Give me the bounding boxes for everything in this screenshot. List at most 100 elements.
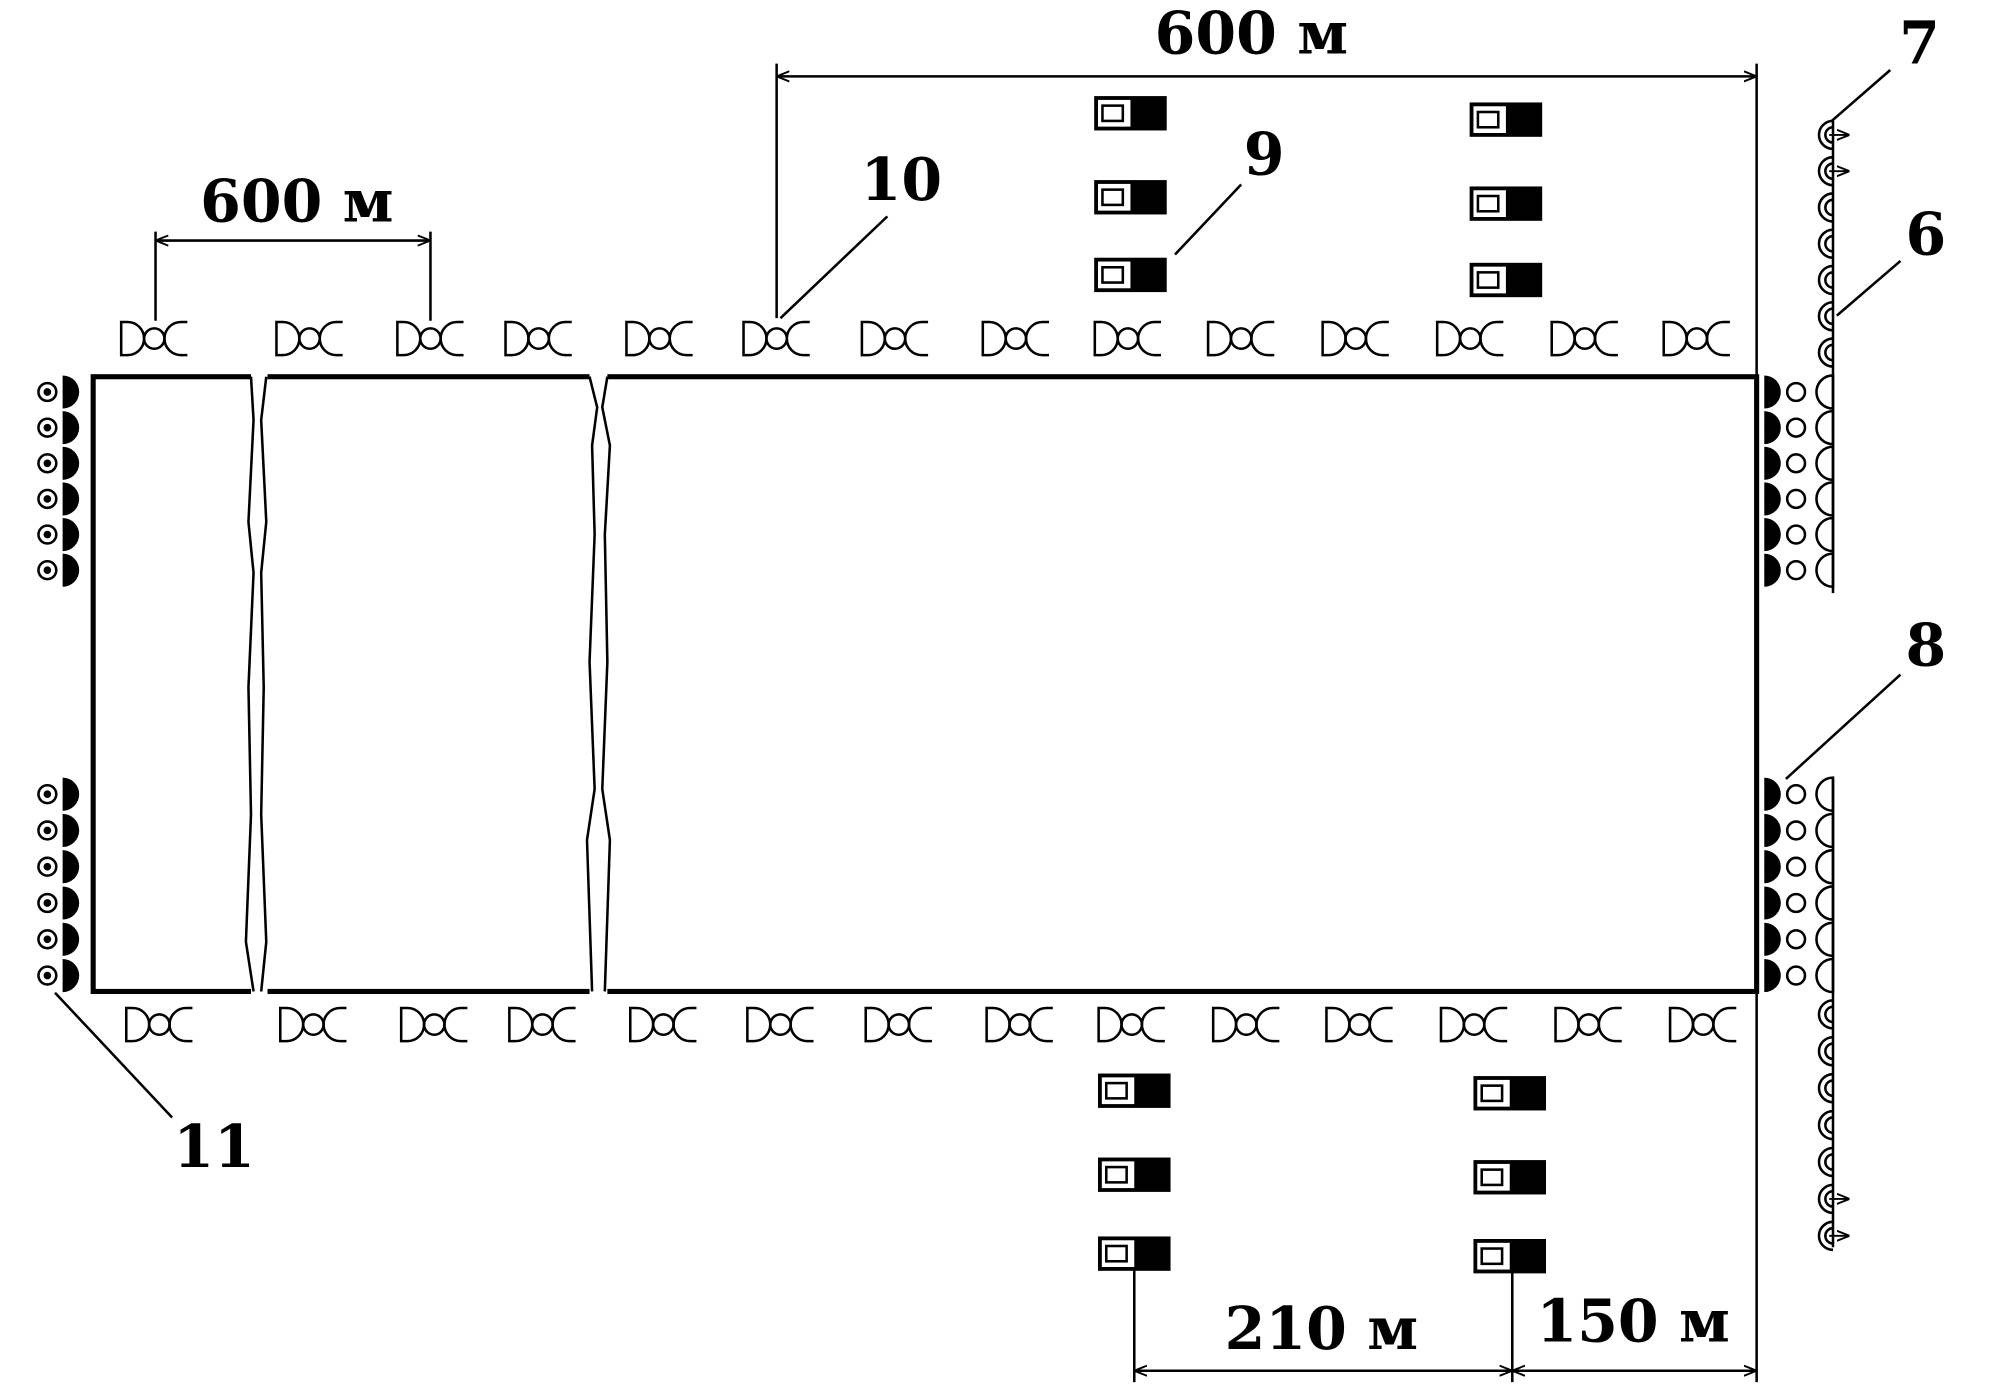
light-part [547, 320, 572, 357]
dimension-label: 600 м [1155, 0, 1348, 67]
light-part [1785, 784, 1807, 805]
threshold-light [37, 777, 80, 811]
light-part [62, 850, 80, 884]
box-fill [1509, 1240, 1545, 1272]
approach-box [1473, 1160, 1546, 1195]
light-part [1764, 553, 1781, 587]
light-part [651, 1013, 675, 1036]
light-part [1097, 1006, 1123, 1043]
box-fill [1505, 188, 1541, 219]
approach-box [1094, 96, 1167, 131]
threshold-light [1764, 409, 1835, 446]
edge-light [1435, 320, 1504, 357]
light-part [396, 320, 422, 357]
edge-light [399, 1006, 468, 1043]
callout-label: 10 [861, 145, 942, 214]
light-part [1815, 957, 1835, 994]
approach-box [1473, 1239, 1546, 1274]
edge-light [1817, 1146, 1834, 1178]
box-inner [1480, 1168, 1504, 1187]
approach-box [1094, 257, 1167, 293]
edge-light [1817, 301, 1834, 332]
light-part [37, 524, 58, 545]
dimensions: 600 м 600 м 210 м 150 м [154, 0, 1758, 1383]
edge-light [1817, 1109, 1834, 1141]
threshold-light [37, 446, 80, 480]
callout-label: 8 [1906, 611, 1947, 680]
edge-light [1817, 119, 1850, 151]
light-part [1764, 518, 1781, 552]
edge-light [1093, 320, 1161, 357]
light-part [43, 530, 52, 539]
light-part [37, 417, 58, 438]
light-part [1815, 885, 1835, 921]
light-part [62, 553, 80, 587]
light-part [1824, 1005, 1834, 1024]
threshold-light [37, 553, 80, 587]
light-part [1764, 482, 1781, 516]
edge-light [1211, 1006, 1280, 1043]
light-part [62, 411, 80, 445]
edge-light [628, 1006, 697, 1043]
light-part [1785, 381, 1807, 403]
light-part [907, 1006, 932, 1043]
light-part [1668, 1006, 1695, 1043]
light-part [504, 320, 530, 357]
light-part [1785, 856, 1807, 877]
light-part [1824, 1190, 1834, 1208]
edge-light [275, 320, 343, 357]
edge-light [860, 320, 929, 357]
light-part [1435, 320, 1462, 357]
box-inner [1104, 1081, 1128, 1100]
leader-line [1785, 673, 1902, 780]
light-part [1250, 320, 1275, 357]
light-part [1824, 1153, 1834, 1171]
light-part [43, 971, 52, 980]
box-fill [1509, 1078, 1545, 1109]
light-part [1554, 1006, 1580, 1043]
box-inner [1104, 1165, 1128, 1184]
light-part [37, 820, 58, 841]
edge-light [504, 320, 572, 357]
light-part [62, 959, 80, 993]
light-part [1206, 320, 1233, 357]
light-part [981, 320, 1007, 357]
threshold-light [37, 482, 80, 516]
light-part [37, 965, 58, 986]
light-part [1764, 850, 1781, 884]
light-part [1824, 1079, 1834, 1098]
light-part [1824, 234, 1834, 253]
light-part [1824, 162, 1834, 181]
edge-light [625, 320, 693, 357]
light-part [1815, 552, 1835, 589]
threshold-light [1764, 445, 1835, 482]
threshold-light [1764, 481, 1835, 517]
edge-light [1321, 320, 1389, 357]
leader-line [54, 991, 174, 1119]
light-part [142, 327, 166, 350]
edge-light [396, 320, 464, 357]
edge-light [508, 1006, 576, 1043]
light-part [1785, 453, 1807, 474]
light-part [1691, 1013, 1715, 1036]
light-part [1764, 922, 1781, 956]
light-part [1004, 327, 1028, 350]
light-part [1815, 921, 1835, 958]
light-part [1712, 1006, 1737, 1043]
light-part [62, 813, 80, 847]
light-part [742, 320, 768, 357]
edge-light [1668, 1006, 1737, 1043]
light-part [62, 375, 80, 409]
light-part [1116, 327, 1140, 350]
light-part [301, 1013, 325, 1036]
light-part [163, 320, 188, 357]
light-part [1550, 320, 1576, 357]
box-inner [1104, 1244, 1128, 1263]
light-part [1140, 1006, 1165, 1043]
edge-light [1550, 320, 1618, 357]
box-fill [1130, 182, 1165, 213]
light-part [883, 327, 907, 350]
approach-box [1097, 1236, 1171, 1271]
light-part [62, 518, 80, 552]
